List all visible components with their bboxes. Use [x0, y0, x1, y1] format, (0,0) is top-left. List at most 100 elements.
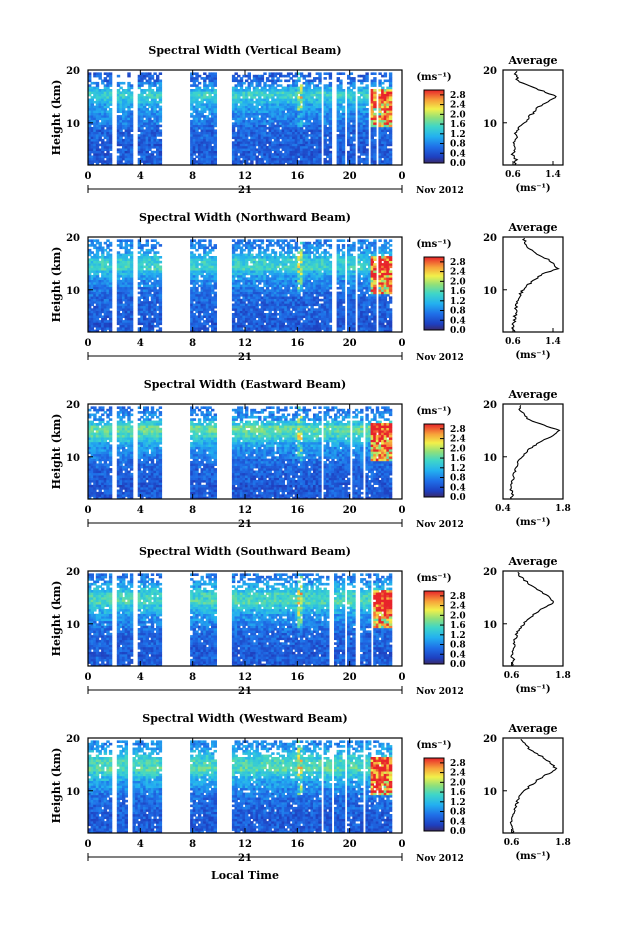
- heatmap-cell: [101, 162, 105, 166]
- heatmap-cell: [292, 119, 296, 123]
- heatmap-cell: [349, 136, 354, 140]
- heatmap-cell: [205, 119, 210, 123]
- heatmap-cell: [299, 112, 304, 116]
- heatmap-cell: [156, 324, 160, 328]
- heatmap-cell: [129, 251, 134, 254]
- heatmap-cell: [265, 105, 270, 109]
- heatmap-cell: [286, 119, 291, 123]
- heatmap-cell: [268, 134, 272, 137]
- heatmap-cell: [190, 122, 194, 125]
- heatmap-cell: [213, 284, 217, 288]
- heatmap-cell: [388, 141, 393, 144]
- heatmap-cell: [158, 100, 163, 104]
- heatmap-cell: [252, 122, 257, 125]
- heatmap-cell: [153, 160, 157, 163]
- heatmap-cell: [158, 320, 163, 323]
- heatmap-cell: [255, 162, 259, 166]
- heatmap-cell: [388, 115, 393, 118]
- heatmap-cell: [192, 91, 197, 94]
- heatmap-cell: [349, 79, 354, 83]
- heatmap-cell: [299, 110, 304, 113]
- heatmap-cell: [158, 322, 163, 326]
- heatmap-cell: [211, 119, 215, 123]
- heatmap-cell: [286, 150, 291, 154]
- heatmap-cell: [357, 112, 361, 116]
- heatmap-cell: [347, 100, 351, 104]
- heatmap-cell: [129, 103, 134, 106]
- heatmap-cell: [365, 79, 369, 83]
- heatmap-cell: [200, 96, 204, 99]
- heatmap-cell: [237, 115, 241, 118]
- heatmap-cell: [98, 153, 102, 156]
- heatmap-cell: [150, 112, 155, 116]
- heatmap-cell: [106, 146, 110, 149]
- heatmap-cell: [294, 155, 299, 159]
- heatmap-cell: [341, 129, 346, 132]
- heatmap-cell: [265, 89, 270, 92]
- heatmap-cell: [263, 86, 267, 90]
- heatmap-cell: [90, 157, 94, 161]
- heatmap-cell: [305, 127, 309, 130]
- heatmap-cell: [245, 96, 249, 99]
- heatmap-cell: [213, 310, 217, 314]
- heatmap-cell: [158, 244, 163, 247]
- colorbar-tick-label: 0.0: [450, 159, 466, 169]
- heatmap-cell: [231, 141, 236, 144]
- heatmap-cell: [156, 155, 160, 159]
- heatmap-cell: [158, 289, 163, 292]
- heatmap-cell: [93, 105, 97, 109]
- heatmap-cell: [213, 317, 217, 321]
- heatmap-cell: [336, 146, 340, 149]
- heatmap-cell: [341, 143, 346, 147]
- heatmap-cell: [213, 108, 217, 111]
- heatmap-cell: [239, 119, 244, 123]
- heatmap-cell: [208, 98, 212, 102]
- heatmap-cell: [347, 141, 351, 144]
- heatmap-cell: [231, 124, 236, 128]
- heatmap-cell: [103, 103, 108, 106]
- heatmap-cell: [263, 150, 267, 154]
- heatmap-cell: [313, 162, 317, 166]
- heatmap-cell: [200, 124, 204, 128]
- heatmap-cell: [362, 108, 367, 111]
- heatmap-cell: [336, 141, 340, 144]
- heatmap-cell: [211, 84, 215, 87]
- heatmap-cell: [148, 279, 152, 283]
- heatmap-cell: [255, 112, 259, 116]
- heatmap-cell: [360, 93, 364, 97]
- heatmap-cell: [143, 155, 147, 159]
- heatmap-cell: [234, 155, 238, 159]
- heatmap-cell: [95, 253, 100, 257]
- heatmap-cell: [108, 267, 113, 271]
- heatmap-cell: [203, 162, 207, 166]
- heatmap-cell: [360, 157, 364, 161]
- heatmap-cell: [284, 112, 288, 116]
- heatmap-cell: [352, 112, 356, 116]
- heatmap-cell: [108, 119, 113, 123]
- heatmap-cell: [127, 134, 131, 137]
- heatmap-cell: [211, 150, 215, 154]
- heatmap-cell: [362, 91, 367, 94]
- heatmap-cell: [95, 239, 100, 242]
- heatmap-cell: [347, 127, 351, 130]
- heatmap-cell: [242, 141, 246, 144]
- heatmap-cell: [279, 136, 283, 140]
- heatmap-cell: [158, 265, 163, 269]
- heatmap-cell: [289, 134, 293, 137]
- colorbar-tick-label: 2.4: [450, 101, 466, 111]
- heatmap-cell: [129, 148, 134, 151]
- heatmap-cell: [365, 155, 369, 159]
- heatmap-cell: [90, 136, 94, 140]
- heatmap-cell: [145, 239, 149, 242]
- heatmap-cell: [239, 136, 244, 140]
- heatmap-cell: [90, 122, 94, 125]
- heatmap-cell: [108, 131, 113, 135]
- heatmap-cell: [148, 115, 152, 118]
- heatmap-cell: [116, 81, 121, 85]
- heatmap-cell: [255, 141, 259, 144]
- heatmap-cell: [307, 119, 312, 123]
- heatmap-cell: [352, 148, 356, 151]
- heatmap-cell: [268, 79, 272, 83]
- heatmap-cell: [153, 246, 157, 250]
- heatmap-cell: [328, 153, 333, 156]
